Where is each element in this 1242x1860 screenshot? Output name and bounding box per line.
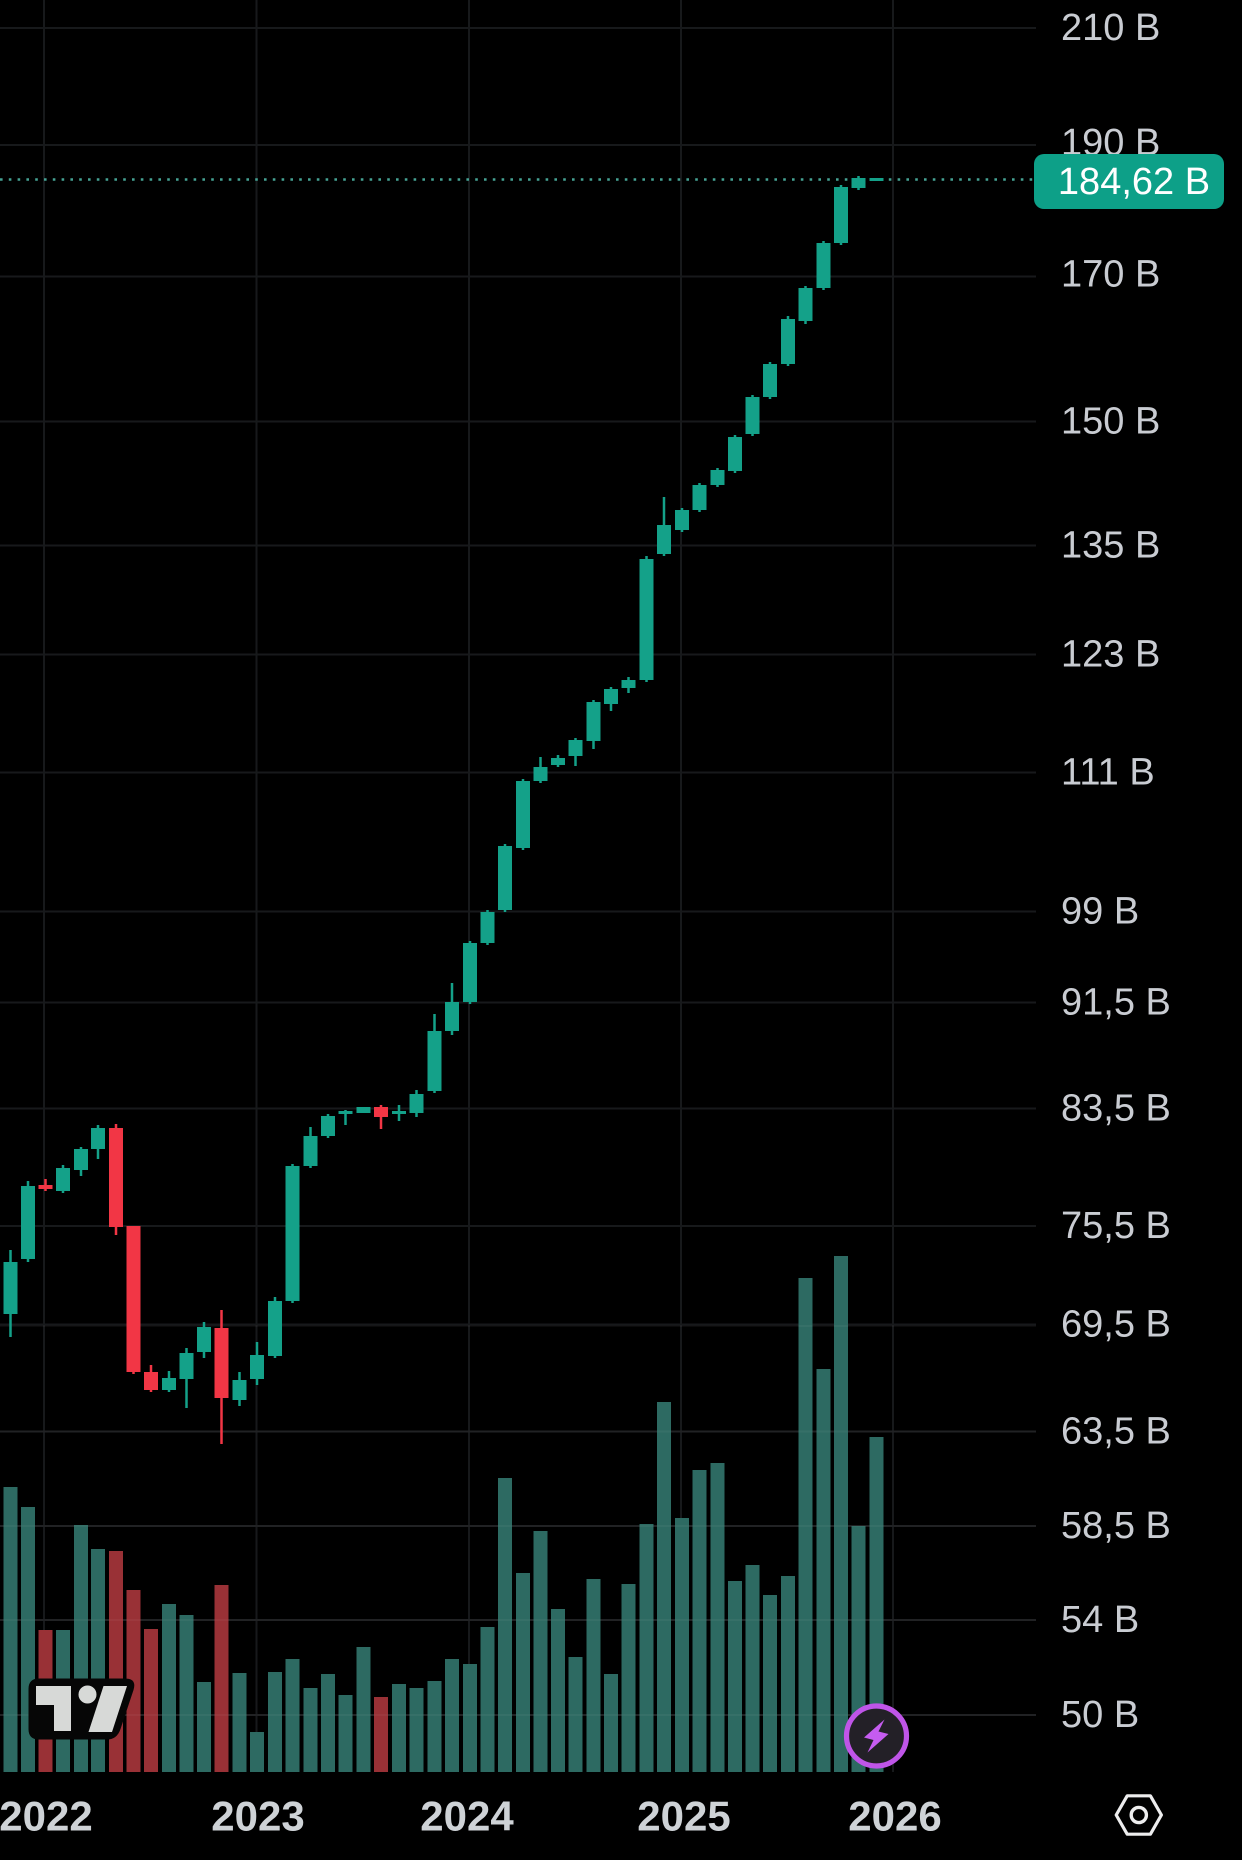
- svg-text:91,5 B: 91,5 B: [1061, 982, 1171, 1024]
- svg-text:50 B: 50 B: [1061, 1694, 1139, 1736]
- svg-text:2024: 2024: [420, 1793, 514, 1840]
- svg-text:58,5 B: 58,5 B: [1061, 1505, 1171, 1547]
- svg-text:170 B: 170 B: [1061, 254, 1160, 296]
- svg-text:184,62 B: 184,62 B: [1058, 161, 1210, 203]
- svg-text:75,5 B: 75,5 B: [1061, 1205, 1171, 1247]
- svg-text:2022: 2022: [0, 1793, 93, 1840]
- svg-text:54 B: 54 B: [1061, 1599, 1139, 1641]
- svg-text:123 B: 123 B: [1061, 634, 1160, 676]
- svg-text:69,5 B: 69,5 B: [1061, 1304, 1171, 1346]
- svg-text:99 B: 99 B: [1061, 891, 1139, 933]
- svg-text:2025: 2025: [637, 1793, 730, 1840]
- svg-text:63,5 B: 63,5 B: [1061, 1411, 1171, 1453]
- svg-text:135 B: 135 B: [1061, 525, 1160, 567]
- svg-text:150 B: 150 B: [1061, 401, 1160, 443]
- svg-text:111 B: 111 B: [1061, 752, 1155, 794]
- svg-text:83,5 B: 83,5 B: [1061, 1088, 1171, 1130]
- svg-text:210 B: 210 B: [1061, 7, 1160, 49]
- svg-text:2026: 2026: [848, 1793, 941, 1840]
- svg-text:2023: 2023: [211, 1793, 304, 1840]
